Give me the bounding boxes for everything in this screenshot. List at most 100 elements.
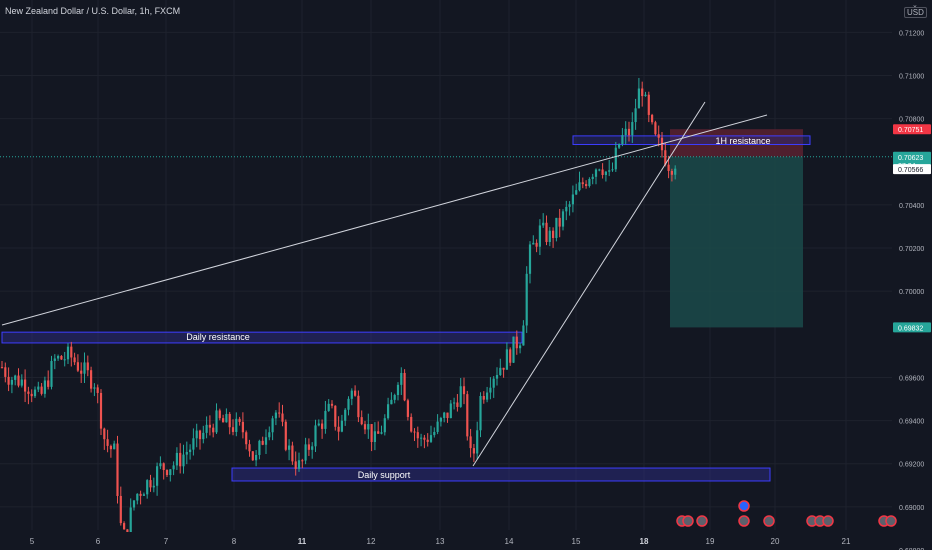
daily-support-zone[interactable] [231,467,771,482]
candle [27,391,30,394]
candle [377,431,380,434]
economic-event-icon[interactable] [738,500,750,512]
candle [175,452,178,466]
candle [208,424,211,428]
trendlines-layer[interactable] [1,101,768,467]
candle [585,184,588,187]
candle [347,398,350,410]
stop-loss-zone[interactable] [670,129,803,157]
candle [651,114,654,123]
candle [340,420,343,432]
currency-button[interactable]: USD [904,7,927,18]
candle [40,386,43,394]
candle [132,500,136,508]
candle [631,122,634,136]
hr-resistance-zone[interactable] [572,135,811,146]
candle [598,169,601,171]
candle [370,424,373,443]
steep-trendline[interactable] [472,101,706,467]
candle [476,430,479,454]
economic-event-icon[interactable] [738,515,750,527]
economic-event-icon[interactable] [822,515,834,527]
time-tick-label: 12 [367,537,376,546]
price-axis-bg [892,0,932,550]
candle [453,402,456,404]
candle [251,451,254,461]
economic-event-icon[interactable] [682,515,694,527]
candle [393,395,396,400]
candle [80,370,83,374]
candle [410,416,413,432]
candle [274,412,277,419]
candle [396,384,400,396]
candle [146,480,149,495]
candle [601,169,604,175]
candle [334,405,337,427]
candle [499,367,502,376]
candle [423,437,426,440]
candle [459,386,462,407]
candle [363,424,367,430]
candle [14,375,17,380]
take-profit-zone[interactable] [670,156,803,328]
event-icons[interactable] [676,500,897,527]
candle [86,362,89,371]
candle [624,128,627,136]
candle [637,88,640,109]
candle [657,134,660,138]
economic-event-icon[interactable] [763,515,775,527]
candle [294,461,297,469]
candle [212,427,215,433]
candle [33,389,37,397]
time-tick-label: 20 [771,537,780,546]
candle [552,230,555,238]
candle [20,379,23,386]
chevron-down-icon[interactable]: ⌄ [912,2,918,9]
candle [400,372,403,385]
candle [53,358,56,361]
candle [284,421,287,450]
candle [565,206,568,212]
candle [429,435,433,442]
candle [123,523,126,530]
candle [654,122,657,135]
candle [76,362,79,371]
candle [403,372,406,401]
candle [469,436,472,449]
candle [321,423,324,429]
candle [314,425,317,447]
candle [307,444,310,450]
daily-resistance-zone[interactable] [1,331,523,344]
candle [515,336,518,349]
candle [641,88,644,97]
economic-event-icon[interactable] [885,515,897,527]
candle [509,349,512,363]
candle [248,444,251,452]
candle [614,147,617,170]
time-tick-label: 18 [640,537,649,546]
economic-event-icon[interactable] [696,515,708,527]
long-trendline[interactable] [1,114,768,326]
candle [479,395,482,431]
candle [24,379,27,392]
candle [162,463,165,471]
candle [538,225,541,247]
time-tick-label: 5 [30,537,35,546]
price-tick-label: 0.69000 [899,505,924,512]
daily-support-label: Daily support [358,470,411,480]
candle [149,480,152,488]
candle [185,452,188,455]
candle [466,394,469,437]
candle [528,244,532,274]
candle [611,169,614,171]
candle [93,387,96,389]
candle [235,418,238,432]
candle [542,222,545,226]
time-axis[interactable]: 5 6 7 8 11 12 13 14 15 18 19 20 21 [0,532,892,550]
candle [311,446,314,450]
candle [575,190,578,195]
candle [172,465,175,470]
price-axis[interactable]: 0.71200 0.71000 0.70800 0.70400 0.70200 0.700… [892,0,932,550]
candle [268,432,271,438]
